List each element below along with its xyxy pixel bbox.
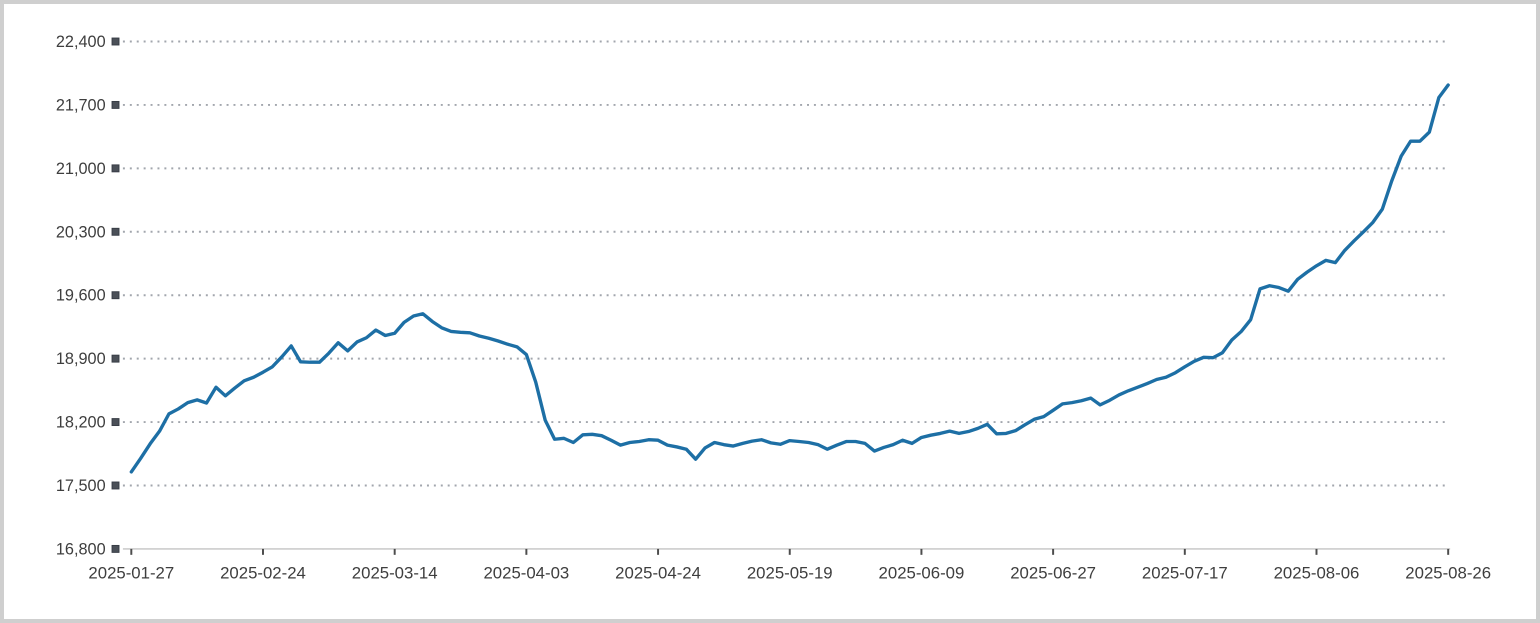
data-series-line [129, 83, 1450, 474]
y-axis-tick-label: 21,700 [56, 96, 106, 114]
y-axis-tick-marker [111, 354, 120, 363]
x-axis-tick-label: 2025-06-09 [879, 564, 965, 583]
x-axis-tick-label: 2025-02-24 [220, 564, 306, 583]
y-axis-tick-marker [111, 227, 120, 236]
y-axis-tick-marker [111, 418, 120, 427]
y-axis-tick-label: 17,500 [56, 477, 106, 495]
y-axis-tick-marker [111, 291, 120, 300]
y-axis-tick-label: 18,200 [56, 414, 106, 432]
x-axis-tick-label: 2025-08-26 [1405, 564, 1491, 583]
x-axis-tick-label: 2025-08-06 [1274, 564, 1360, 583]
y-axis-tick-label: 18,900 [56, 350, 106, 368]
x-axis-tick-label: 2025-05-19 [747, 564, 833, 583]
x-axis-tick-label: 2025-04-03 [483, 564, 569, 583]
y-axis-tick-label: 20,300 [56, 223, 106, 241]
y-axis-tick-label: 16,800 [56, 540, 106, 558]
y-axis-tick-label: 21,000 [56, 160, 106, 178]
y-axis-tick-marker [111, 544, 120, 553]
line-chart: 16,800 17,500 18,200 18,900 19,600 20,300 21,0… [56, 33, 1491, 583]
x-axis-tick-label: 2025-03-14 [352, 564, 438, 583]
y-axis-tick-marker [111, 164, 120, 173]
y-axis-tick-marker [111, 481, 120, 490]
y-axis-tick-marker [111, 100, 120, 109]
x-axis-tick-label: 2025-04-24 [615, 564, 701, 583]
y-axis-tick-marker [111, 37, 120, 46]
x-axis-tick-label: 2025-01-27 [88, 564, 174, 583]
y-axis-tick-label: 19,600 [56, 287, 106, 305]
x-axis-tick-label: 2025-06-27 [1010, 564, 1096, 583]
y-axis-tick-label: 22,400 [56, 33, 106, 51]
x-axis-tick-label: 2025-07-17 [1142, 564, 1228, 583]
